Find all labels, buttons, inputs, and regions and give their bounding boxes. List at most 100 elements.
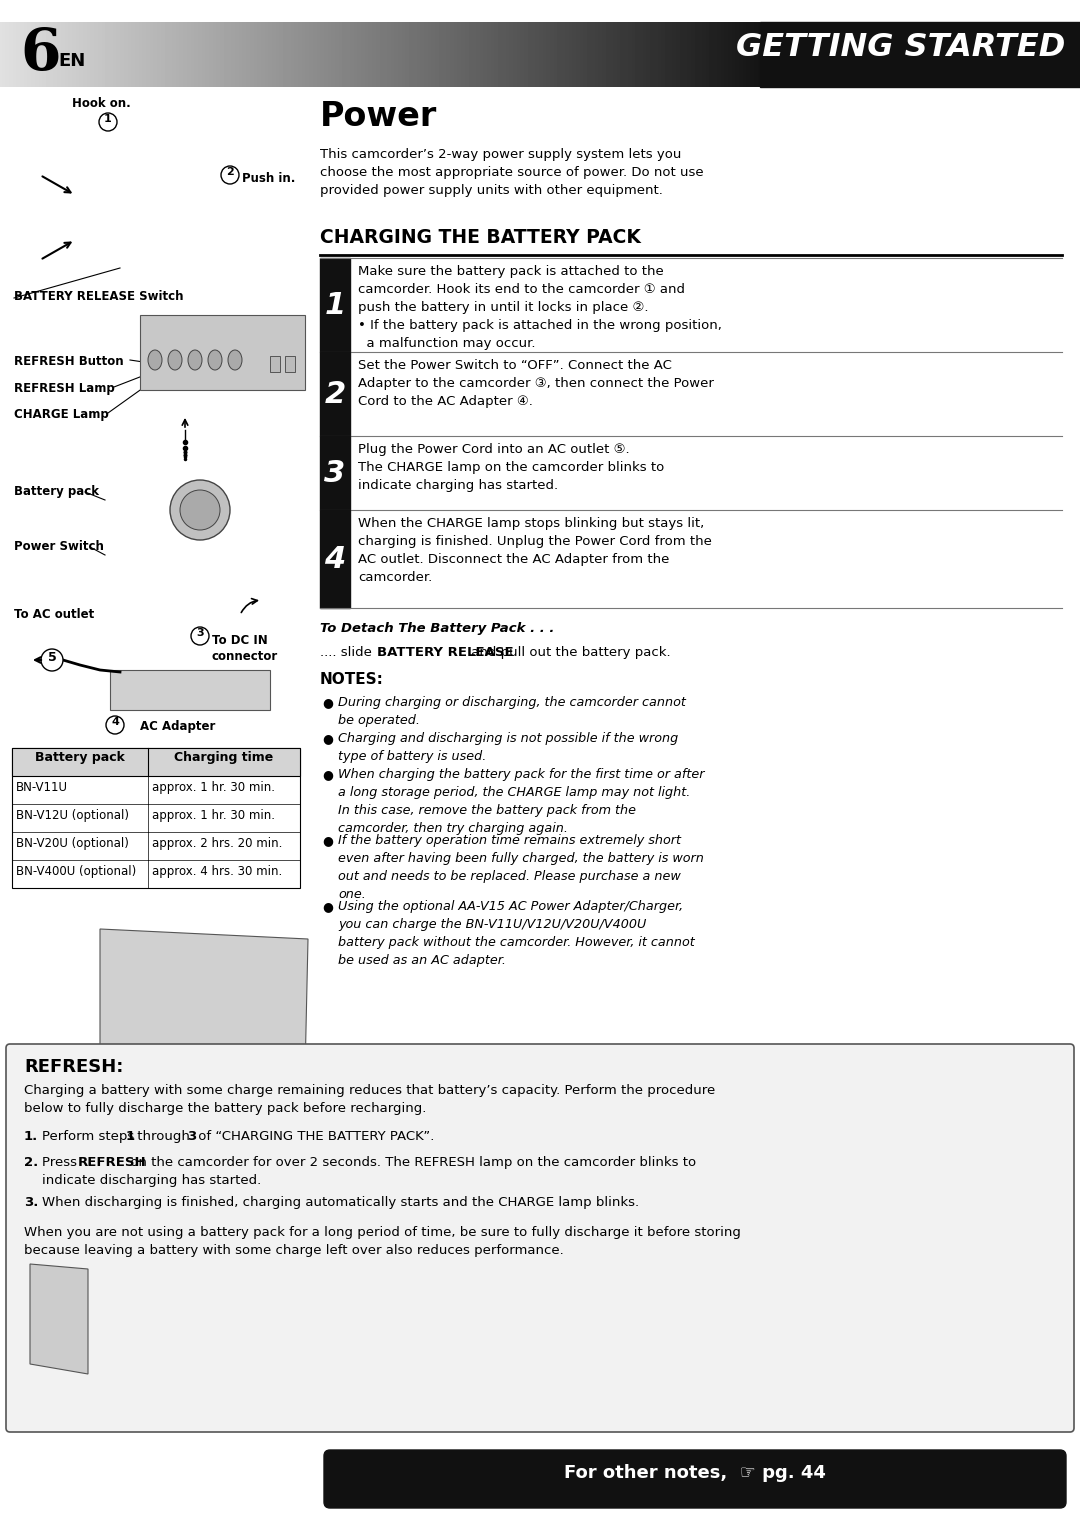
Text: BN-V12U (optional): BN-V12U (optional): [16, 809, 129, 823]
Text: During charging or discharging, the camcorder cannot
be operated.: During charging or discharging, the camc…: [338, 696, 686, 726]
Ellipse shape: [188, 350, 202, 370]
Text: .... slide: .... slide: [320, 645, 376, 659]
Text: on the camcorder for over 2 seconds. The REFRESH lamp on the camcorder blinks to: on the camcorder for over 2 seconds. The…: [126, 1156, 697, 1170]
Text: approx. 1 hr. 30 min.: approx. 1 hr. 30 min.: [152, 809, 275, 823]
Bar: [12, 748, 300, 888]
Text: AC Adapter: AC Adapter: [140, 720, 215, 732]
Text: EN: EN: [58, 52, 85, 70]
Text: REFRESH: REFRESH: [78, 1156, 147, 1170]
Text: and pull out the battery pack.: and pull out the battery pack.: [468, 645, 671, 659]
Text: Power: Power: [320, 99, 437, 133]
Ellipse shape: [228, 350, 242, 370]
Text: 1: 1: [126, 1130, 135, 1144]
FancyBboxPatch shape: [6, 1044, 1074, 1433]
Text: connector: connector: [212, 650, 279, 664]
Text: Perform steps: Perform steps: [42, 1130, 138, 1144]
Text: Push in.: Push in.: [242, 171, 295, 185]
Text: Battery pack: Battery pack: [14, 485, 99, 498]
Text: CHARGE Lamp: CHARGE Lamp: [14, 408, 109, 420]
Text: When discharging is finished, charging automatically starts and the CHARGE lamp : When discharging is finished, charging a…: [42, 1196, 639, 1209]
Text: ●: ●: [322, 696, 333, 709]
Text: 3: 3: [197, 628, 204, 638]
Text: NOTES:: NOTES:: [320, 673, 383, 687]
Text: Plug the Power Cord into an AC outlet ⑤.
The CHARGE lamp on the camcorder blinks: Plug the Power Cord into an AC outlet ⑤.…: [357, 443, 664, 492]
Text: CHARGING THE BATTERY PACK: CHARGING THE BATTERY PACK: [320, 228, 640, 248]
Text: ●: ●: [322, 732, 333, 745]
Text: To AC outlet: To AC outlet: [14, 609, 94, 621]
Text: ●: ●: [322, 833, 333, 847]
Bar: [270, 356, 280, 372]
Circle shape: [170, 480, 230, 540]
Text: 2.: 2.: [24, 1156, 38, 1170]
Text: REFRESH Button: REFRESH Button: [14, 355, 123, 368]
Text: Battery pack: Battery pack: [35, 751, 125, 764]
Text: 5: 5: [48, 651, 56, 664]
Text: Charging time: Charging time: [174, 751, 273, 764]
Text: ●: ●: [322, 901, 333, 913]
Text: 1: 1: [324, 291, 346, 320]
Circle shape: [221, 167, 239, 183]
Text: REFRESH:: REFRESH:: [24, 1058, 123, 1076]
Text: REFRESH Lamp: REFRESH Lamp: [14, 382, 114, 394]
Text: Power Switch: Power Switch: [14, 540, 104, 553]
Text: BN-V11U: BN-V11U: [16, 781, 68, 794]
Circle shape: [99, 113, 117, 131]
Text: To DC IN: To DC IN: [212, 635, 268, 647]
Bar: [320, 352, 350, 436]
Text: GETTING STARTED: GETTING STARTED: [735, 32, 1065, 63]
Text: Set the Power Switch to “OFF”. Connect the AC
Adapter to the camcorder ③, then c: Set the Power Switch to “OFF”. Connect t…: [357, 359, 714, 408]
Text: 1.: 1.: [24, 1130, 38, 1144]
Bar: [760, 21, 1080, 87]
Text: 6: 6: [21, 26, 60, 83]
Circle shape: [41, 648, 63, 671]
Text: For other notes,  ☞ pg. 44: For other notes, ☞ pg. 44: [564, 1463, 826, 1482]
Text: approx. 4 hrs. 30 min.: approx. 4 hrs. 30 min.: [152, 865, 282, 878]
Text: Make sure the battery pack is attached to the
camcorder. Hook its end to the cam: Make sure the battery pack is attached t…: [357, 265, 721, 350]
Bar: [285, 356, 295, 372]
Text: ●: ●: [322, 768, 333, 781]
Text: indicate discharging has started.: indicate discharging has started.: [42, 1174, 261, 1187]
Circle shape: [180, 489, 220, 531]
Bar: [320, 258, 350, 352]
Text: Charging and discharging is not possible if the wrong
type of battery is used.: Charging and discharging is not possible…: [338, 732, 678, 763]
Circle shape: [191, 627, 210, 645]
Text: 2: 2: [226, 167, 234, 177]
Ellipse shape: [208, 350, 222, 370]
Text: 4: 4: [324, 544, 346, 573]
Text: 3.: 3.: [24, 1196, 39, 1209]
Bar: [140, 315, 305, 390]
Text: To Detach The Battery Pack . . .: To Detach The Battery Pack . . .: [320, 622, 554, 635]
Text: 1: 1: [104, 115, 112, 124]
Text: 3: 3: [324, 459, 346, 488]
Polygon shape: [50, 1269, 295, 1388]
Bar: [110, 670, 270, 709]
Text: If the battery operation time remains extremely short
even after having been ful: If the battery operation time remains ex…: [338, 833, 704, 901]
Text: When you are not using a battery pack for a long period of time, be sure to full: When you are not using a battery pack fo…: [24, 1226, 741, 1257]
Text: approx. 1 hr. 30 min.: approx. 1 hr. 30 min.: [152, 781, 275, 794]
Text: BATTERY RELEASE Switch: BATTERY RELEASE Switch: [14, 291, 184, 303]
Text: BATTERY RELEASE: BATTERY RELEASE: [377, 645, 514, 659]
Text: Charging a battery with some charge remaining reduces that battery’s capacity. P: Charging a battery with some charge rema…: [24, 1084, 715, 1115]
Text: 3: 3: [187, 1130, 197, 1144]
Circle shape: [106, 716, 124, 734]
Text: When charging the battery pack for the first time or after
a long storage period: When charging the battery pack for the f…: [338, 768, 704, 835]
Bar: [12, 748, 300, 777]
Text: 4: 4: [111, 717, 119, 726]
Polygon shape: [100, 930, 308, 1073]
Text: Press: Press: [42, 1156, 81, 1170]
Bar: [320, 511, 350, 609]
Text: of “CHARGING THE BATTERY PACK”.: of “CHARGING THE BATTERY PACK”.: [194, 1130, 434, 1144]
Text: 2: 2: [324, 381, 346, 408]
Bar: [320, 436, 350, 511]
Text: Using the optional AA-V15 AC Power Adapter/Charger,
you can charge the BN-V11U/V: Using the optional AA-V15 AC Power Adapt…: [338, 901, 694, 966]
Text: BN-V400U (optional): BN-V400U (optional): [16, 865, 136, 878]
Text: BN-V20U (optional): BN-V20U (optional): [16, 836, 129, 850]
Polygon shape: [30, 1264, 87, 1375]
Ellipse shape: [168, 350, 183, 370]
Text: approx. 2 hrs. 20 min.: approx. 2 hrs. 20 min.: [152, 836, 282, 850]
Ellipse shape: [148, 350, 162, 370]
FancyBboxPatch shape: [324, 1449, 1066, 1508]
Text: through: through: [133, 1130, 194, 1144]
Text: This camcorder’s 2-way power supply system lets you
choose the most appropriate : This camcorder’s 2-way power supply syst…: [320, 148, 704, 197]
Text: When the CHARGE lamp stops blinking but stays lit,
charging is finished. Unplug : When the CHARGE lamp stops blinking but …: [357, 517, 712, 584]
